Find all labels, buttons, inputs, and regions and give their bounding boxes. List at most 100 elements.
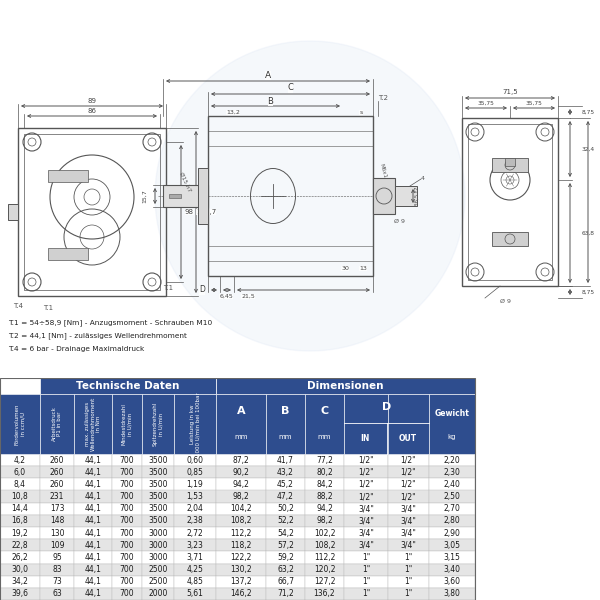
Text: mm: mm	[279, 434, 292, 440]
Text: 57,2: 57,2	[277, 541, 294, 550]
Bar	[429, 551, 475, 563]
Bar	[266, 515, 305, 527]
Text: 80,2: 80,2	[316, 468, 333, 477]
Text: 44,1: 44,1	[85, 589, 101, 598]
Bar	[8, 204, 18, 220]
Text: Fördervolumen
in ccm/U: Fördervolumen in ccm/U	[14, 403, 25, 445]
Text: 2,20: 2,20	[443, 455, 460, 464]
Text: 136,2: 136,2	[314, 589, 335, 598]
Bar	[0, 588, 40, 600]
Bar	[40, 478, 74, 491]
Text: 3/4": 3/4"	[358, 504, 374, 513]
Bar	[429, 575, 475, 588]
Bar	[40, 563, 74, 575]
Bar	[142, 454, 174, 466]
Bar	[305, 491, 344, 503]
Text: 87,2: 87,2	[233, 455, 250, 464]
Text: C: C	[320, 406, 329, 416]
Bar	[344, 588, 388, 600]
Bar	[388, 394, 429, 454]
Text: 34,2: 34,2	[11, 577, 28, 586]
Bar	[305, 466, 344, 478]
Text: 700: 700	[119, 468, 134, 477]
Text: 260: 260	[50, 455, 64, 464]
Text: 127,2: 127,2	[314, 577, 335, 586]
Text: 98,2: 98,2	[233, 492, 250, 501]
Bar	[216, 527, 266, 539]
Text: Dimensionen: Dimensionen	[307, 381, 384, 391]
Text: 113,7: 113,7	[196, 209, 216, 215]
Text: 3500: 3500	[148, 517, 168, 526]
Text: 700: 700	[119, 529, 134, 538]
Bar	[74, 503, 112, 515]
Text: 44,1: 44,1	[85, 553, 101, 562]
Text: D: D	[199, 286, 205, 295]
Text: 700: 700	[119, 577, 134, 586]
Text: 112,2: 112,2	[314, 553, 335, 562]
Bar	[344, 527, 388, 539]
Text: 1/2": 1/2"	[358, 468, 374, 477]
Bar	[0, 478, 40, 491]
Bar	[40, 588, 74, 600]
Text: mm: mm	[234, 434, 248, 440]
Text: Ø 9: Ø 9	[499, 298, 511, 304]
Text: 13,2: 13,2	[226, 109, 240, 115]
Bar	[429, 515, 475, 527]
Bar	[344, 503, 388, 515]
Text: 2,30: 2,30	[443, 468, 460, 477]
Text: 71,2: 71,2	[277, 589, 294, 598]
Text: 52,2: 52,2	[277, 517, 294, 526]
Text: 98: 98	[185, 209, 193, 215]
Bar	[388, 575, 429, 588]
Text: 6,0: 6,0	[14, 468, 26, 477]
Text: 63,8: 63,8	[582, 230, 595, 235]
Text: 1,19: 1,19	[187, 480, 203, 489]
Text: 50,2: 50,2	[277, 504, 294, 513]
Text: 3/4": 3/4"	[401, 504, 416, 513]
Text: 45,2: 45,2	[277, 480, 294, 489]
Text: 3000: 3000	[148, 541, 168, 550]
Bar	[388, 478, 429, 491]
Text: Leistung in kw
1000 U/min bei 100bar: Leistung in kw 1000 U/min bei 100bar	[190, 392, 200, 456]
Text: 54,2: 54,2	[277, 529, 294, 538]
Text: 16,8: 16,8	[11, 517, 28, 526]
Text: 3/4": 3/4"	[358, 541, 374, 550]
Bar	[74, 563, 112, 575]
Bar	[174, 394, 216, 454]
Text: 44,1: 44,1	[85, 480, 101, 489]
Bar	[429, 491, 475, 503]
Bar	[344, 478, 388, 491]
Text: 102,2: 102,2	[314, 529, 335, 538]
Bar	[0, 454, 40, 466]
Text: 1": 1"	[404, 577, 413, 586]
Bar	[305, 394, 344, 454]
Polygon shape	[155, 41, 465, 351]
Bar	[429, 478, 475, 491]
Bar	[344, 491, 388, 503]
Bar	[0, 491, 40, 503]
Text: 109: 109	[50, 541, 64, 550]
Bar	[74, 478, 112, 491]
Bar	[388, 551, 429, 563]
Text: Mindestdrezahl
in U/min: Mindestdrezahl in U/min	[122, 403, 133, 445]
Bar	[266, 588, 305, 600]
Text: 104,2: 104,2	[230, 504, 252, 513]
Text: 44,1: 44,1	[85, 529, 101, 538]
Bar	[142, 394, 174, 454]
Bar	[388, 527, 429, 539]
Text: 130: 130	[50, 529, 64, 538]
Bar	[174, 454, 216, 466]
Text: 2,70: 2,70	[443, 504, 460, 513]
Text: 120,2: 120,2	[314, 565, 335, 574]
Bar	[174, 503, 216, 515]
Bar	[0, 394, 40, 454]
Text: 700: 700	[119, 553, 134, 562]
Bar	[112, 491, 142, 503]
Bar	[174, 515, 216, 527]
Text: 3,71: 3,71	[187, 553, 203, 562]
Text: 22,8: 22,8	[11, 541, 28, 550]
Bar	[174, 466, 216, 478]
Bar	[216, 551, 266, 563]
Text: 63: 63	[52, 589, 62, 598]
Text: 15,7: 15,7	[143, 189, 148, 203]
